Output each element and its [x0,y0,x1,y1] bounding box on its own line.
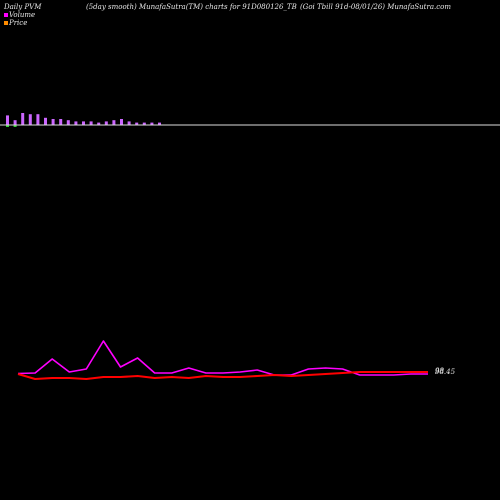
volume-bar [44,117,47,125]
legend-volume-swatch [4,13,8,17]
volume-bars [6,113,161,127]
volume-line [17,340,428,376]
chart-title-left: Daily PVM [4,3,42,11]
volume-bar [59,119,63,125]
legend-price-swatch [4,21,8,25]
volume-bar [120,119,123,125]
volume-bar [158,122,161,125]
volume-bar [13,120,17,125]
volume-bar [89,121,93,125]
legend-volume-label: Volume [9,11,36,19]
volume-bar-down [6,125,9,127]
volume-bar [51,119,55,125]
chart-title-center: (5day smooth) MunafaSutra(TM) charts for… [86,3,297,11]
legend-price-label: Price [9,19,28,27]
volume-bar [74,121,78,125]
legend-price: Price [4,19,27,27]
legend-volume: Volume [4,11,35,19]
price-label-upper: 98 [435,367,444,375]
volume-bar [66,120,70,125]
volume-bar [21,113,25,125]
volume-bar [6,115,9,125]
volume-bar [28,114,32,125]
volume-bar [112,120,116,125]
volume-bar [127,121,131,125]
price-line [17,371,428,380]
volume-bar [135,122,139,125]
price-label-lower: 98.45 [435,368,456,376]
volume-bar [97,122,101,125]
line-series [17,340,428,380]
volume-bar [142,122,146,125]
volume-bar [150,122,154,125]
volume-bar-down [13,125,17,127]
volume-bar [36,114,40,125]
chart-title-right: (Goi Tbill 91d-08/01/26) MunafaSutra.com [300,3,451,11]
volume-bar [104,121,108,125]
volume-bar [82,121,85,125]
